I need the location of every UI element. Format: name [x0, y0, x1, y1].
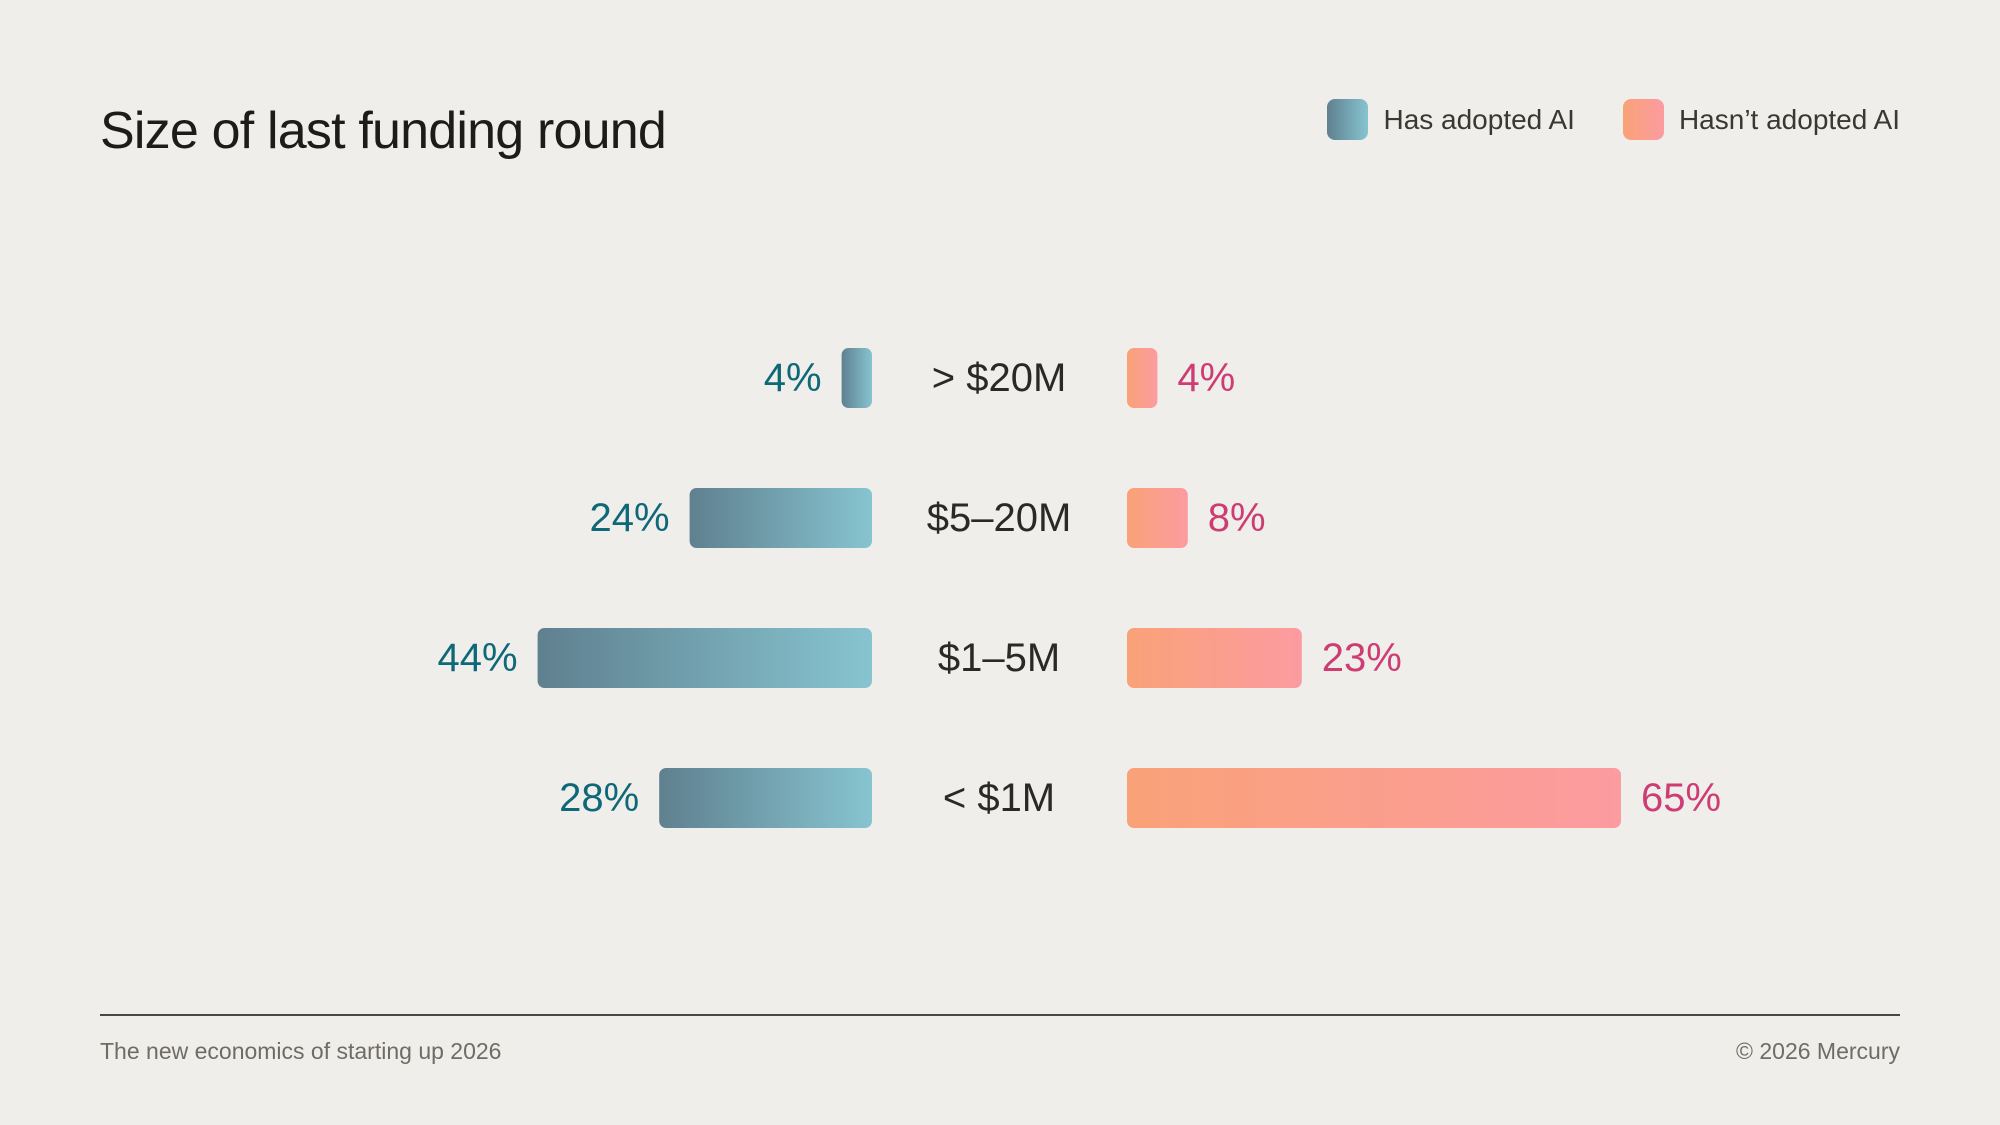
legend-swatch-not-adopted [1622, 99, 1664, 140]
value-label-not-adopted: 23% [1322, 636, 1402, 680]
chart-title: Size of last funding round [100, 102, 667, 160]
value-label-adopted: 24% [590, 496, 670, 540]
bar-adopted [841, 348, 872, 408]
footer-divider [100, 1014, 1900, 1016]
value-label-adopted: 28% [559, 776, 639, 820]
footer-report-title: The new economics of starting up 2026 [100, 1038, 502, 1064]
value-label-not-adopted: 4% [1177, 356, 1235, 400]
footer-copyright: © 2026 Mercury [1736, 1038, 1900, 1064]
legend-item-adopted: Has adopted AI [1327, 99, 1575, 140]
value-label-adopted: 44% [438, 636, 518, 680]
bar-adopted [689, 488, 872, 548]
legend-swatch-adopted [1327, 99, 1369, 140]
bar-not-adopted [1127, 628, 1302, 688]
bar-adopted [659, 768, 872, 828]
bar-not-adopted [1127, 488, 1188, 548]
value-label-adopted: 4% [764, 356, 822, 400]
category-label: > $20M [932, 356, 1067, 400]
legend-label-adopted: Has adopted AI [1383, 104, 1575, 135]
value-label-not-adopted: 8% [1208, 496, 1266, 540]
bar-not-adopted [1127, 768, 1621, 828]
legend-label-not-adopted: Hasn’t adopted AI [1678, 104, 1900, 135]
legend-item-not-adopted: Hasn’t adopted AI [1622, 99, 1900, 140]
bar-adopted [537, 628, 872, 688]
category-label: < $1M [943, 776, 1055, 820]
value-label-not-adopted: 65% [1641, 776, 1721, 820]
legend: Has adopted AI Hasn’t adopted AI [1327, 99, 1900, 140]
category-label: $1–5M [938, 636, 1060, 680]
bar-not-adopted [1127, 348, 1158, 408]
category-label: $5–20M [927, 496, 1072, 540]
